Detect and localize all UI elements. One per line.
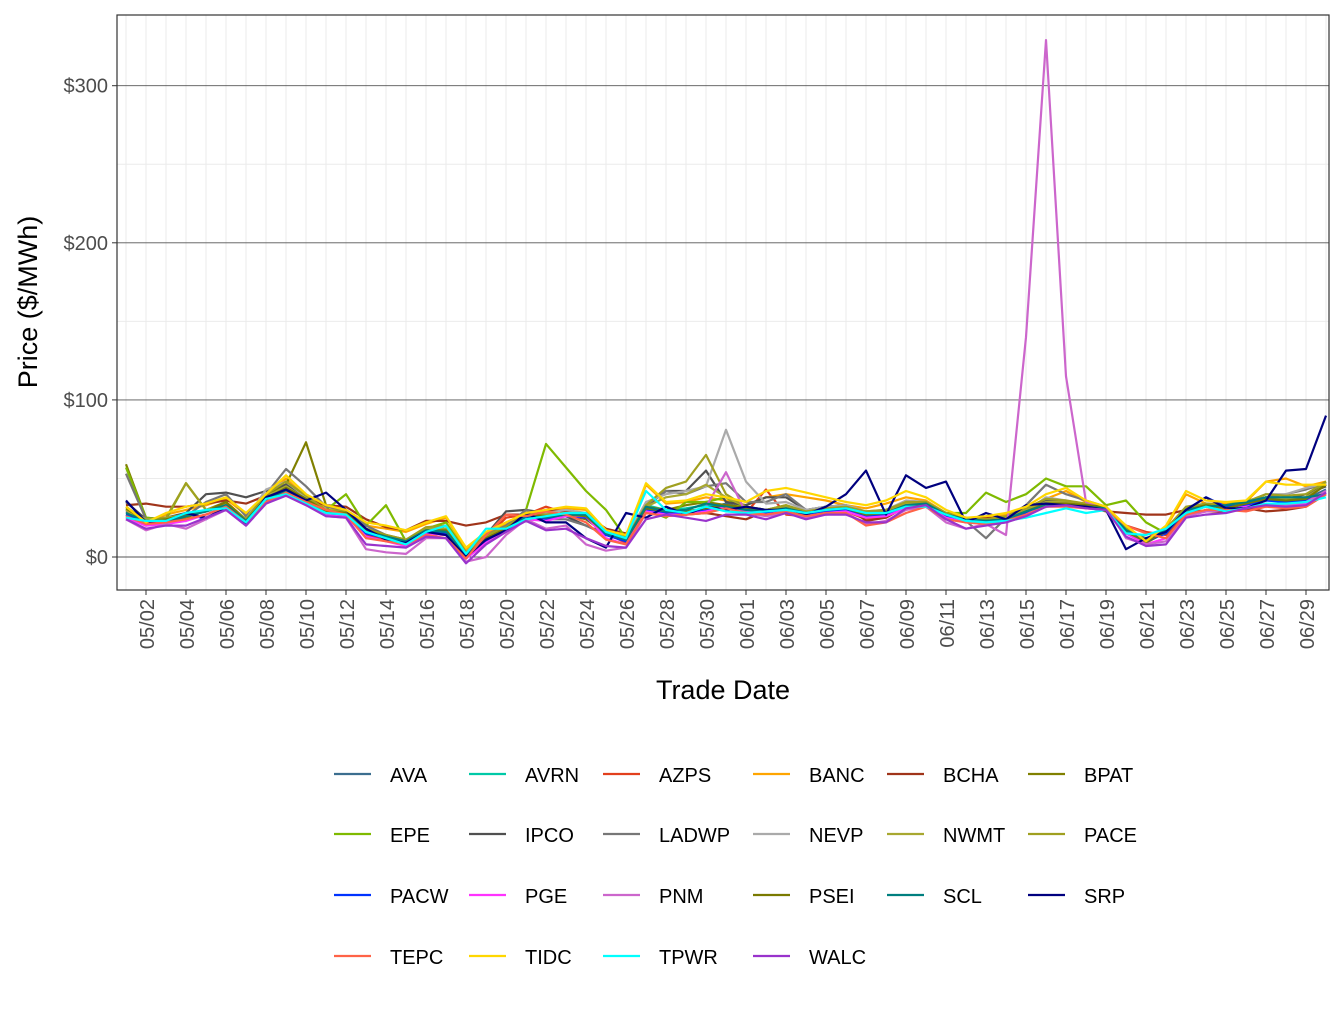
x-tick-label: 05/24 [577, 599, 599, 649]
legend-label-pnm: PNM [659, 886, 703, 908]
x-tick-label: 05/26 [617, 599, 639, 649]
series-line-walc [125, 491, 1327, 565]
x-tick-label: 05/22 [537, 599, 559, 649]
legend-label-ipco: IPCO [525, 825, 574, 847]
x-tick-label: 06/15 [1017, 599, 1039, 649]
y-tick-label: $200 [64, 233, 109, 255]
legend-label-ladwp: LADWP [659, 825, 730, 847]
x-tick-label: 06/03 [777, 599, 799, 649]
series-line-tpwr [125, 489, 1327, 556]
y-axis-title: Price ($/MWh) [13, 216, 43, 389]
legend-label-bcha: BCHA [943, 765, 999, 787]
x-axis-title: Trade Date [656, 675, 790, 705]
series-line-srp [125, 415, 1328, 559]
x-tick-label: 05/10 [297, 599, 319, 649]
x-tick-label: 06/21 [1137, 599, 1159, 649]
y-axis: $0 $100 $200 $300 [64, 76, 117, 569]
legend-label-scl: SCL [943, 886, 982, 908]
x-tick-label: 05/18 [457, 599, 479, 649]
x-tick-label: 05/06 [217, 599, 239, 649]
x-tick-label: 06/17 [1057, 599, 1079, 649]
x-tick-label: 05/04 [177, 599, 199, 649]
plot-panel-border [116, 14, 1330, 591]
legend-label-bpat: BPAT [1084, 765, 1133, 787]
legend-label-psei: PSEI [809, 886, 855, 908]
x-tick-label: 05/12 [337, 599, 359, 649]
x-tick-label: 05/16 [417, 599, 439, 649]
y-tick-label: $300 [64, 76, 109, 98]
legend-label-tpwr: TPWR [659, 947, 718, 969]
legend-label-banc: BANC [809, 765, 865, 787]
legend: AVA AVRN AZPS BANC BCHA BPAT EPE IPCO LADWP NEVP N… [334, 765, 1137, 969]
x-tick-label: 05/30 [697, 599, 719, 649]
x-tick-label: 06/25 [1217, 599, 1239, 649]
y-tick-label: $0 [86, 547, 108, 569]
x-tick-label: 06/11 [937, 599, 959, 648]
x-tick-label: 06/19 [1097, 599, 1119, 649]
x-tick-label: 05/02 [137, 599, 159, 649]
legend-label-azps: AZPS [659, 765, 711, 787]
x-tick-label: 06/29 [1297, 599, 1319, 649]
x-tick-label: 06/09 [897, 599, 919, 649]
x-tick-label: 05/28 [657, 599, 679, 649]
legend-label-pacw: PACW [390, 886, 449, 908]
x-tick-label: 05/20 [497, 599, 519, 649]
series-line-tidc [125, 474, 1326, 549]
legend-label-pge: PGE [525, 886, 567, 908]
legend-label-pace: PACE [1084, 825, 1137, 847]
x-tick-label: 06/01 [737, 599, 759, 649]
x-tick-label: 05/08 [257, 599, 279, 649]
legend-label-avrn: AVRN [525, 765, 579, 787]
x-tick-label: 06/23 [1177, 599, 1199, 649]
legend-label-srp: SRP [1084, 886, 1125, 908]
x-axis: 05/02 05/04 05/06 05/08 05/10 05/12 05/14 05/16… [137, 590, 1319, 649]
major-gridlines [117, 85, 1329, 558]
legend-label-tidc: TIDC [525, 947, 572, 969]
series-lines [124, 38, 1328, 565]
legend-label-ava: AVA [390, 765, 428, 787]
legend-label-walc: WALC [809, 947, 866, 969]
x-tick-label: 06/27 [1257, 599, 1279, 649]
x-tick-label: 06/07 [857, 599, 879, 649]
legend-label-nevp: NEVP [809, 825, 863, 847]
x-tick-label: 06/13 [977, 599, 999, 649]
legend-label-epe: EPE [390, 825, 430, 847]
legend-label-tepc: TEPC [390, 947, 443, 969]
legend-label-nwmt: NWMT [943, 825, 1005, 847]
y-tick-label: $100 [64, 390, 109, 412]
x-tick-label: 05/14 [377, 599, 399, 649]
x-tick-label: 06/05 [817, 599, 839, 649]
